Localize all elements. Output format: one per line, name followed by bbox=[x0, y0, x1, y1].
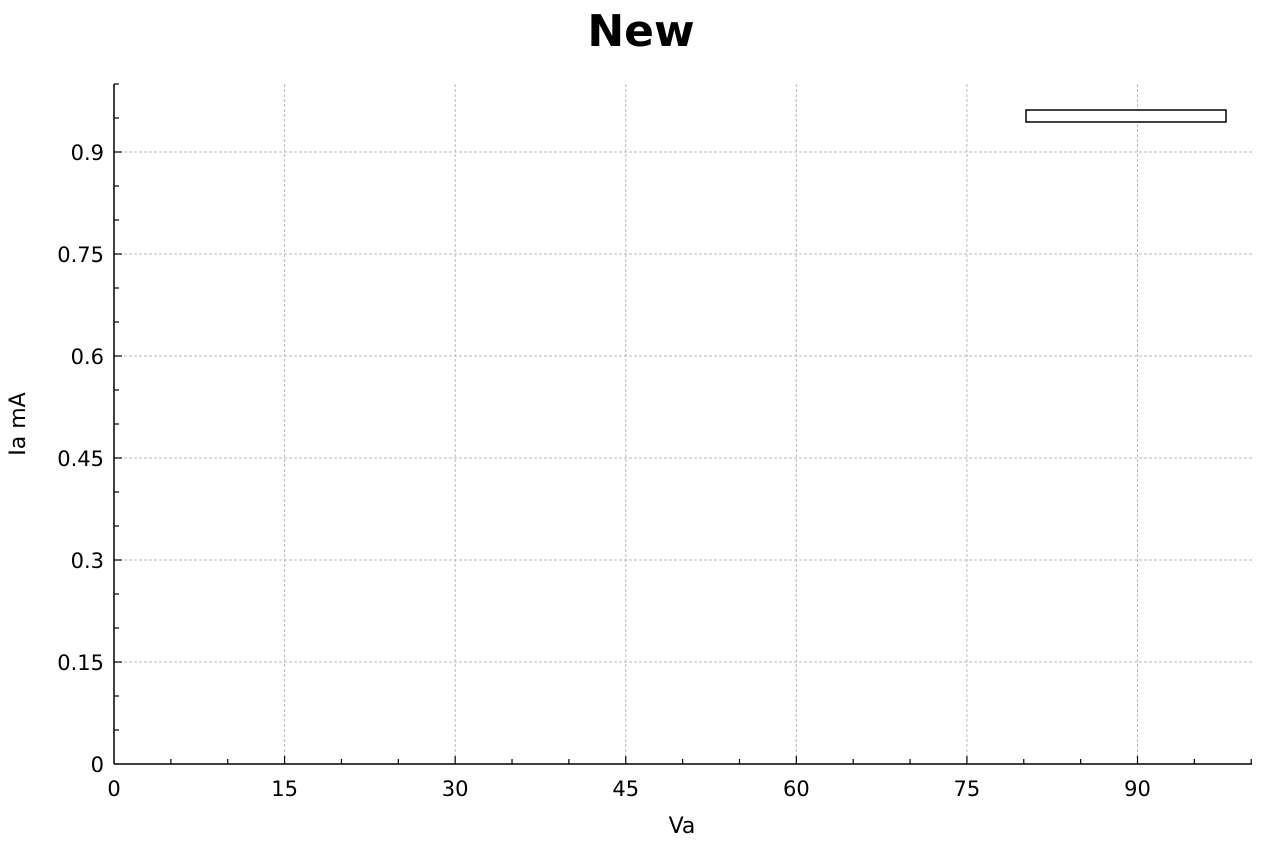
y-tick-label: 0.3 bbox=[71, 549, 104, 573]
x-tick-label: 15 bbox=[271, 777, 298, 801]
legend-box bbox=[1025, 109, 1227, 123]
y-axis-label: Ia mA bbox=[6, 392, 31, 455]
tick-labels: 0 15 30 45 60 75 90 0 0.15 0.3 0.45 0.6 0.75 0.9 bbox=[57, 141, 1151, 801]
x-tick-label: 0 bbox=[107, 777, 120, 801]
y-tick-label: 0 bbox=[91, 753, 104, 777]
x-tick-label: 60 bbox=[783, 777, 810, 801]
y-tick-label: 0.75 bbox=[57, 243, 104, 267]
x-tick-label: 90 bbox=[1124, 777, 1151, 801]
ticks bbox=[114, 83, 1252, 764]
x-tick-label: 45 bbox=[612, 777, 639, 801]
y-tick-label: 0.15 bbox=[57, 651, 104, 675]
x-axis-label: Va bbox=[669, 814, 696, 839]
x-tick-label: 75 bbox=[954, 777, 981, 801]
y-tick-label: 0.45 bbox=[57, 447, 104, 471]
chart-title: New bbox=[587, 6, 694, 57]
y-tick-label: 0.9 bbox=[71, 141, 104, 165]
x-tick-label: 30 bbox=[442, 777, 469, 801]
y-tick-label: 0.6 bbox=[71, 345, 104, 369]
grid bbox=[114, 84, 1252, 764]
